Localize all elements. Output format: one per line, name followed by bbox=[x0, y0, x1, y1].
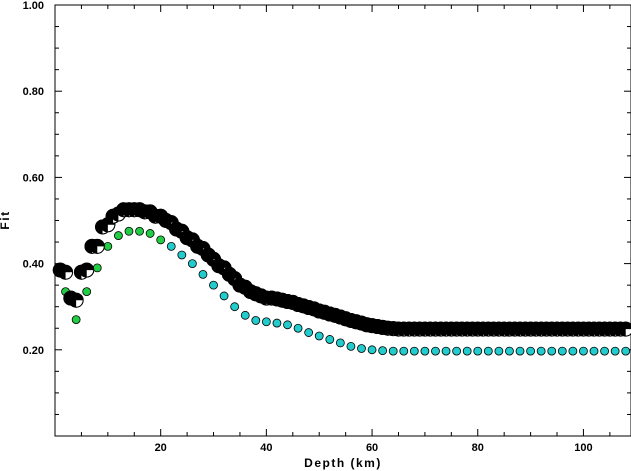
beachball-quadrant bbox=[86, 270, 94, 278]
fit-point-small bbox=[335, 338, 345, 348]
plot-frame bbox=[54, 4, 631, 437]
fit-point-small bbox=[515, 346, 525, 356]
fit-point-small bbox=[304, 328, 314, 337]
fit-point-small bbox=[536, 346, 546, 356]
fit-point-small bbox=[92, 263, 102, 273]
fit-point-beachball bbox=[58, 264, 74, 280]
beachball-outline bbox=[68, 292, 84, 308]
fit-point-small bbox=[579, 346, 588, 356]
fit-point-small bbox=[325, 335, 335, 344]
fit-point-small bbox=[114, 231, 123, 240]
fit-point-small bbox=[568, 346, 578, 356]
fit-point-small bbox=[346, 341, 356, 351]
fit-point-small bbox=[251, 316, 261, 325]
fit-point-small bbox=[441, 346, 451, 356]
fit-point-small bbox=[156, 235, 166, 245]
fit-point-beachball bbox=[618, 321, 631, 337]
fit-point-small bbox=[505, 346, 514, 356]
fit-point-small bbox=[452, 346, 462, 356]
fit-point-small bbox=[103, 241, 113, 251]
fit-point-small bbox=[378, 346, 388, 356]
y-tick-label: 0.60 bbox=[23, 172, 44, 184]
fit-point-beachball bbox=[89, 238, 105, 254]
fit-point-small bbox=[261, 317, 271, 327]
fit-point-small bbox=[272, 318, 282, 328]
axis-tick-labels: 0.20 0.40 0.60 0.80 1.00 20 40 60 80 100 bbox=[23, 0, 593, 454]
beachball-outline bbox=[89, 238, 105, 254]
fit-point-small bbox=[314, 331, 324, 341]
fit-point-small bbox=[82, 287, 92, 297]
fit-point-small bbox=[589, 346, 599, 356]
fit-point-small bbox=[494, 346, 504, 356]
fit-point-small bbox=[283, 320, 292, 330]
fit-point-small bbox=[420, 346, 430, 356]
y-axis-title: Fit bbox=[0, 210, 12, 229]
beachball-outline bbox=[79, 262, 95, 278]
fit-point-small bbox=[610, 346, 620, 356]
fit-point-small bbox=[71, 315, 81, 325]
y-tick-label: 1.00 bbox=[23, 0, 44, 12]
beachball-outline bbox=[618, 321, 631, 337]
fit-point-small bbox=[409, 346, 419, 356]
y-tick-label: 0.80 bbox=[23, 86, 44, 98]
fit-point-small bbox=[166, 241, 176, 251]
x-tick-label: 60 bbox=[366, 442, 378, 454]
fit-point-small bbox=[293, 323, 303, 333]
fit-point-small bbox=[219, 291, 229, 301]
y-tick-label: 0.40 bbox=[23, 259, 44, 271]
fit-point-beachball bbox=[79, 262, 95, 278]
axis-ticks bbox=[55, 4, 631, 436]
fit-point-small bbox=[483, 346, 493, 356]
beachball-markers-series bbox=[52, 202, 631, 337]
x-axis-title: Depth (km) bbox=[304, 456, 382, 470]
fit-point-small bbox=[357, 344, 366, 353]
fit-point-small bbox=[209, 280, 218, 290]
beachball-quadrant bbox=[76, 300, 84, 308]
x-tick-label: 40 bbox=[260, 442, 272, 454]
fit-point-small bbox=[557, 346, 567, 356]
fit-point-small bbox=[526, 346, 535, 356]
beachball-outline bbox=[58, 264, 74, 280]
fit-point-small bbox=[187, 259, 197, 269]
fit-point-small bbox=[124, 226, 134, 236]
y-tick-label: 0.20 bbox=[23, 345, 44, 357]
fit-point-small bbox=[240, 310, 250, 320]
beachball-quadrant bbox=[97, 246, 105, 254]
beachball-quadrant bbox=[65, 272, 73, 280]
fit-point-small bbox=[621, 346, 631, 356]
small-markers-series bbox=[61, 226, 631, 356]
fit-point-small bbox=[367, 345, 377, 355]
fit-point-small bbox=[135, 226, 144, 236]
fit-point-small bbox=[177, 250, 187, 260]
fit-point-small bbox=[145, 229, 155, 238]
fit-point-small bbox=[473, 346, 483, 356]
fit-point-small bbox=[547, 346, 557, 356]
fit-point-small bbox=[230, 302, 240, 312]
fit-point-beachball bbox=[68, 292, 84, 308]
fit-point-small bbox=[600, 346, 609, 356]
fit-point-small bbox=[198, 269, 208, 279]
x-tick-label: 20 bbox=[155, 442, 167, 454]
fit-point-small bbox=[399, 346, 409, 356]
fit-point-small bbox=[462, 346, 472, 356]
x-tick-label: 80 bbox=[472, 442, 484, 454]
x-tick-label: 100 bbox=[574, 442, 592, 454]
beachball-quadrant bbox=[107, 224, 115, 232]
fit-point-small bbox=[431, 346, 440, 356]
fit-point-small bbox=[388, 346, 398, 356]
